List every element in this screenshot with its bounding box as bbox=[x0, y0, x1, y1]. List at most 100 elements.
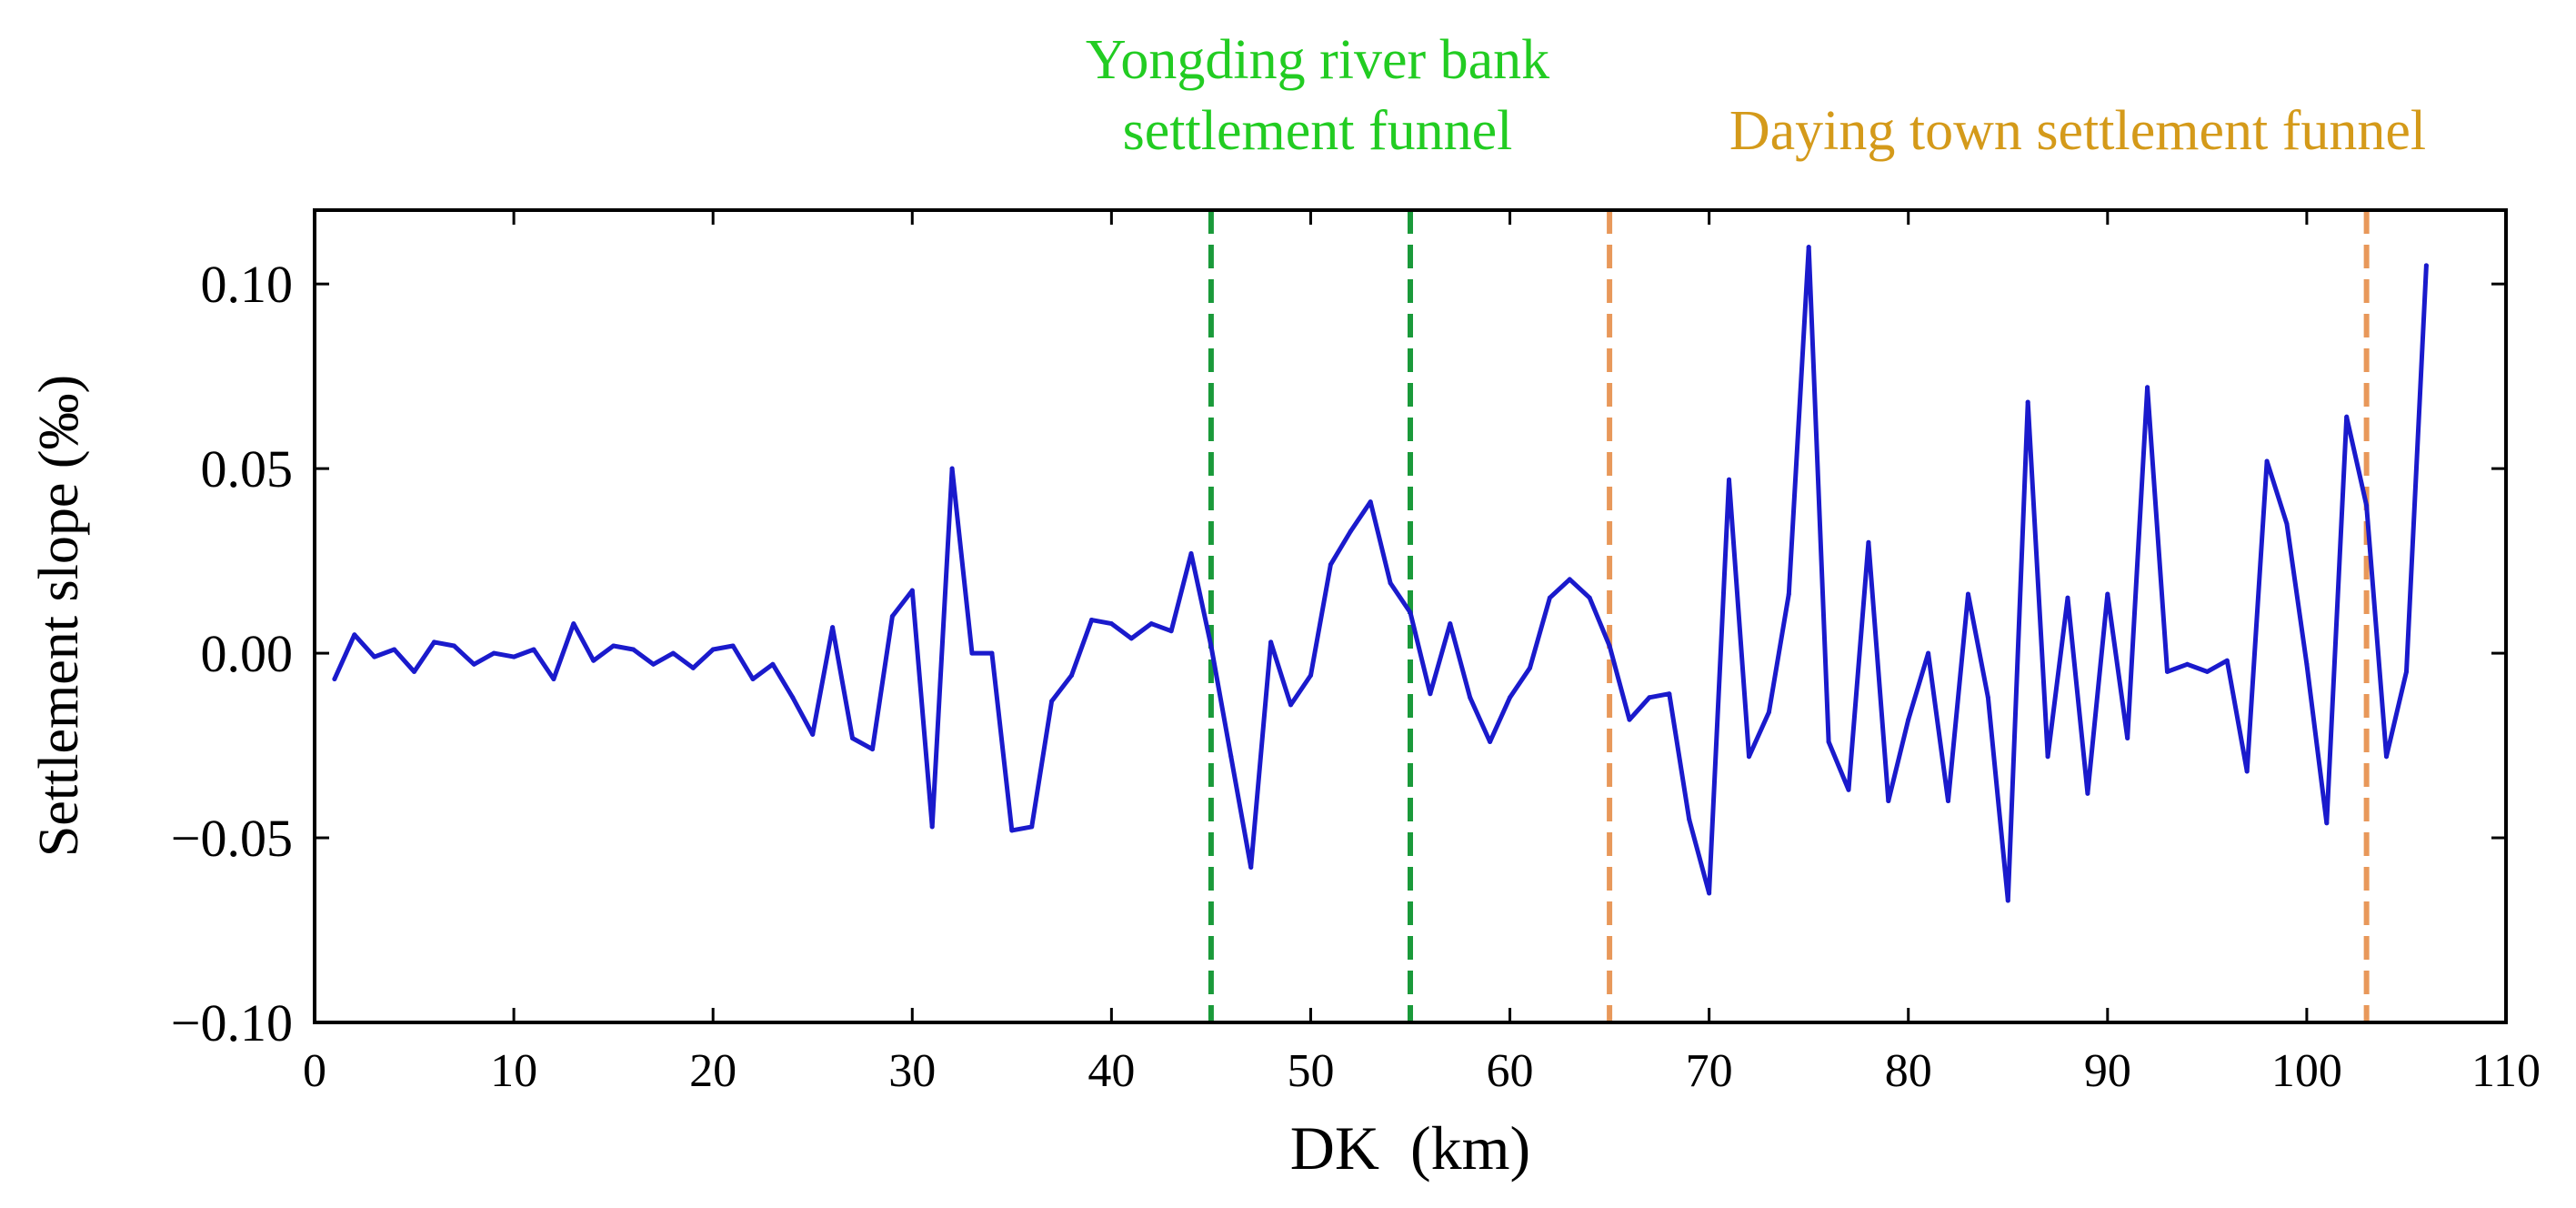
y-tick-label: 0.10 bbox=[201, 255, 294, 314]
data-point bbox=[1348, 528, 1353, 534]
data-point bbox=[431, 639, 436, 645]
data-point bbox=[2423, 263, 2429, 268]
y-ticks: −0.10 −0.05 0.00 0.05 0.10 bbox=[171, 255, 2506, 1052]
data-point bbox=[1946, 798, 1951, 803]
data-point bbox=[1328, 562, 1333, 568]
data-point bbox=[412, 669, 417, 674]
data-point bbox=[1029, 824, 1035, 830]
data-point bbox=[1088, 618, 1094, 623]
data-point bbox=[1268, 639, 1274, 645]
data-point bbox=[650, 661, 656, 667]
data-point bbox=[611, 643, 616, 649]
y-tick-label: 0.00 bbox=[201, 624, 294, 683]
y-tick-label: 0.05 bbox=[201, 439, 294, 498]
data-point bbox=[451, 643, 456, 649]
data-point bbox=[332, 677, 337, 682]
data-point bbox=[1607, 643, 1612, 649]
data-point bbox=[571, 621, 576, 627]
series-line bbox=[332, 245, 2429, 903]
x-axis-label: DK (km) bbox=[1290, 1113, 1530, 1183]
data-point bbox=[2204, 669, 2210, 674]
x-tick-label: 30 bbox=[888, 1045, 936, 1097]
data-point bbox=[1069, 672, 1075, 678]
data-point bbox=[1128, 636, 1134, 641]
data-point bbox=[1727, 477, 1732, 482]
x-tick-label: 90 bbox=[2084, 1045, 2131, 1097]
data-point bbox=[690, 665, 696, 670]
data-point bbox=[1866, 539, 1871, 545]
data-point bbox=[1168, 629, 1174, 634]
data-point bbox=[471, 661, 476, 667]
data-series bbox=[332, 245, 2429, 903]
data-point bbox=[1148, 621, 1154, 627]
x-tick-label: 40 bbox=[1088, 1045, 1135, 1097]
data-point bbox=[770, 661, 776, 667]
data-point bbox=[2224, 658, 2230, 663]
x-tick-label: 100 bbox=[2271, 1045, 2342, 1097]
data-point bbox=[2344, 414, 2350, 419]
data-point bbox=[1388, 580, 1393, 586]
data-point bbox=[491, 650, 496, 656]
data-point bbox=[1786, 591, 1791, 597]
x-tick-label: 60 bbox=[1487, 1045, 1534, 1097]
data-point bbox=[949, 466, 955, 471]
data-point bbox=[1587, 595, 1592, 600]
data-point bbox=[889, 614, 895, 619]
data-point bbox=[1567, 577, 1572, 582]
data-point bbox=[909, 588, 915, 593]
data-point bbox=[1886, 798, 1891, 803]
data-point bbox=[1408, 609, 1413, 615]
data-point bbox=[2045, 754, 2050, 760]
data-point bbox=[591, 658, 596, 663]
data-point bbox=[869, 747, 875, 752]
data-point bbox=[1547, 595, 1552, 600]
data-point bbox=[631, 647, 636, 652]
data-point bbox=[1368, 499, 1373, 505]
data-point bbox=[1468, 695, 1473, 700]
data-point bbox=[2105, 591, 2110, 597]
data-point bbox=[2403, 669, 2409, 674]
data-point bbox=[1667, 691, 1672, 697]
y-tick-label: −0.10 bbox=[171, 993, 293, 1052]
data-point bbox=[850, 735, 856, 740]
data-point bbox=[2284, 521, 2290, 527]
data-point bbox=[1906, 717, 1911, 722]
data-point bbox=[830, 625, 836, 630]
data-point bbox=[2145, 385, 2150, 390]
data-point bbox=[1208, 643, 1214, 649]
data-point bbox=[1627, 717, 1632, 722]
data-point bbox=[1448, 621, 1453, 627]
data-point bbox=[750, 677, 756, 682]
data-point bbox=[1428, 691, 1433, 697]
data-point bbox=[1926, 650, 1931, 656]
data-point bbox=[1846, 787, 1851, 792]
data-point bbox=[710, 647, 716, 652]
data-point bbox=[2025, 399, 2030, 405]
data-point bbox=[352, 632, 357, 638]
data-point bbox=[1488, 740, 1493, 745]
x-tick-label: 70 bbox=[1686, 1045, 1733, 1097]
data-point bbox=[1965, 591, 1970, 597]
data-point bbox=[2364, 503, 2370, 508]
x-tick-label: 50 bbox=[1287, 1045, 1334, 1097]
data-point bbox=[929, 824, 935, 830]
reference-lines bbox=[1208, 210, 2370, 1022]
data-point bbox=[2165, 669, 2170, 674]
data-point bbox=[1508, 695, 1513, 700]
data-point bbox=[1288, 702, 1294, 708]
data-point bbox=[372, 654, 377, 659]
data-point bbox=[551, 677, 556, 682]
data-point bbox=[1826, 740, 1831, 745]
plot-frame bbox=[313, 208, 2508, 1024]
y-tick-label: −0.05 bbox=[171, 809, 293, 868]
data-point bbox=[1108, 621, 1114, 627]
data-point bbox=[1647, 695, 1652, 700]
data-point bbox=[1766, 710, 1771, 715]
data-point bbox=[989, 650, 995, 656]
y-axis-label: Settlement slope (‰) bbox=[28, 375, 90, 857]
x-tick-label: 80 bbox=[1885, 1045, 1932, 1097]
x-ticks: 0 10 20 30 40 50 60 70 80 90 100 110 bbox=[303, 210, 2541, 1097]
data-point bbox=[2125, 735, 2130, 740]
